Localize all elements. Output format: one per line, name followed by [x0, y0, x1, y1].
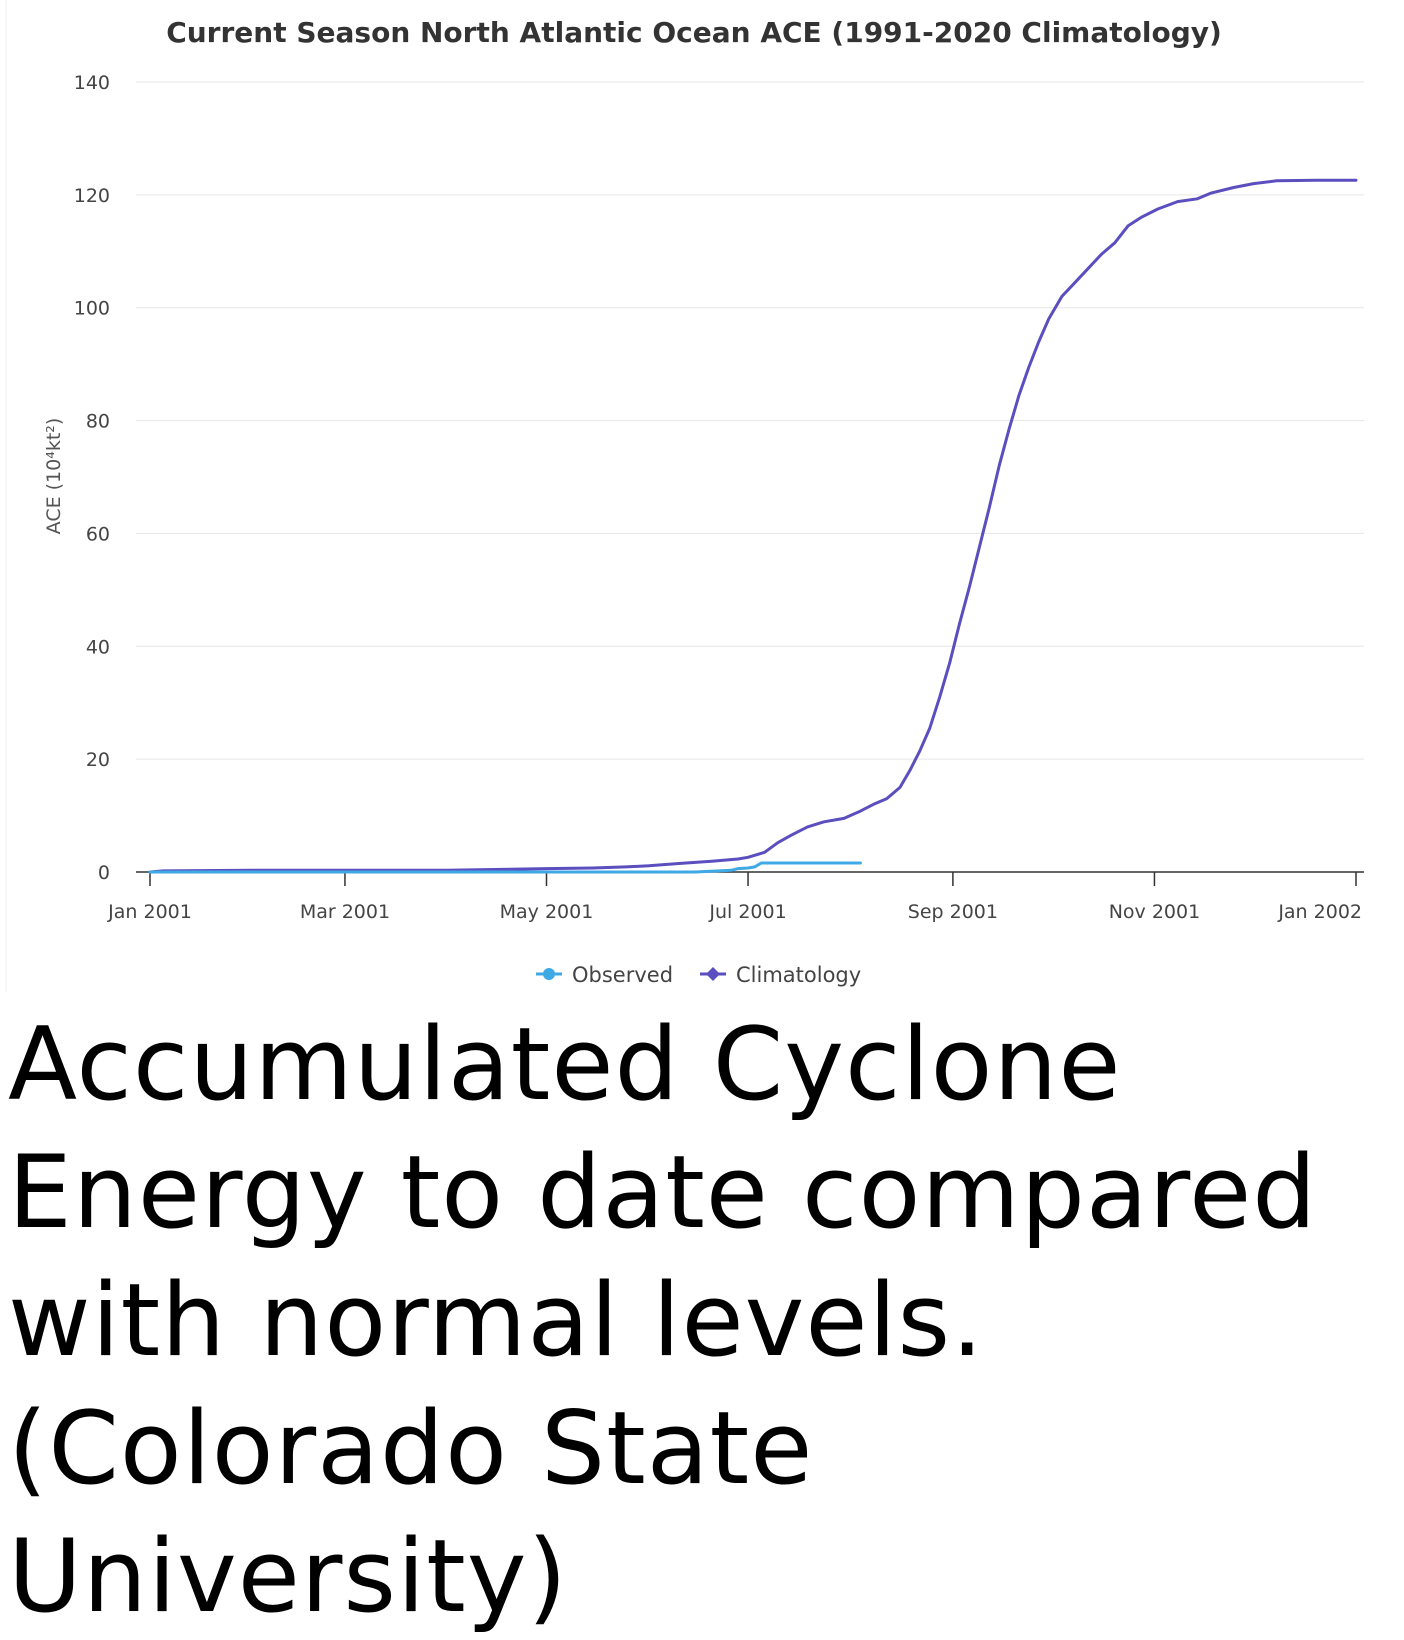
legend-label: Climatology	[736, 963, 861, 987]
ace-chart-svg: Current Season North Atlantic Ocean ACE …	[5, 0, 1364, 992]
x-tick-label: Jan 2001	[107, 901, 192, 923]
y-tick-label: 100	[74, 298, 110, 320]
x-tick-label: May 2001	[500, 901, 594, 923]
legend-label: Observed	[572, 963, 673, 987]
y-axis-label: ACE (10⁴kt²)	[43, 418, 65, 535]
y-axis-ticks: 0 20 40 60 80 100 120 140	[74, 72, 110, 884]
series-line-climatology	[148, 178, 1358, 874]
y-tick-label: 60	[86, 523, 110, 545]
chart-title: Current Season North Atlantic Ocean ACE …	[166, 16, 1222, 49]
legend-item-observed[interactable]: Observed	[536, 963, 673, 987]
y-tick-label: 80	[86, 411, 110, 433]
y-tick-label: 0	[98, 862, 110, 884]
y-tick-label: 140	[74, 72, 110, 94]
series-lines	[148, 178, 1358, 874]
x-tick-label: Jan 2002	[1277, 901, 1362, 923]
x-tick-label: Jul 2001	[708, 901, 786, 923]
caption-text: Accumulated Cyclone Energy to date compa…	[8, 1005, 1318, 1635]
legend-item-climatology[interactable]: Climatology	[700, 963, 861, 987]
y-tick-label: 40	[86, 636, 110, 658]
grid-lines	[136, 81, 1364, 760]
series-line-observed	[148, 861, 862, 874]
ace-chart: Current Season North Atlantic Ocean ACE …	[5, 0, 1364, 992]
x-tick-label: Mar 2001	[300, 901, 390, 923]
x-tick-label: Nov 2001	[1109, 901, 1200, 923]
x-tick-label: Sep 2001	[908, 901, 998, 923]
legend-diamond-marker	[706, 967, 720, 981]
legend-circle-marker	[543, 968, 555, 980]
legend[interactable]: Observed Climatology	[536, 963, 861, 987]
y-tick-label: 120	[74, 185, 110, 207]
y-tick-label: 20	[86, 749, 110, 771]
